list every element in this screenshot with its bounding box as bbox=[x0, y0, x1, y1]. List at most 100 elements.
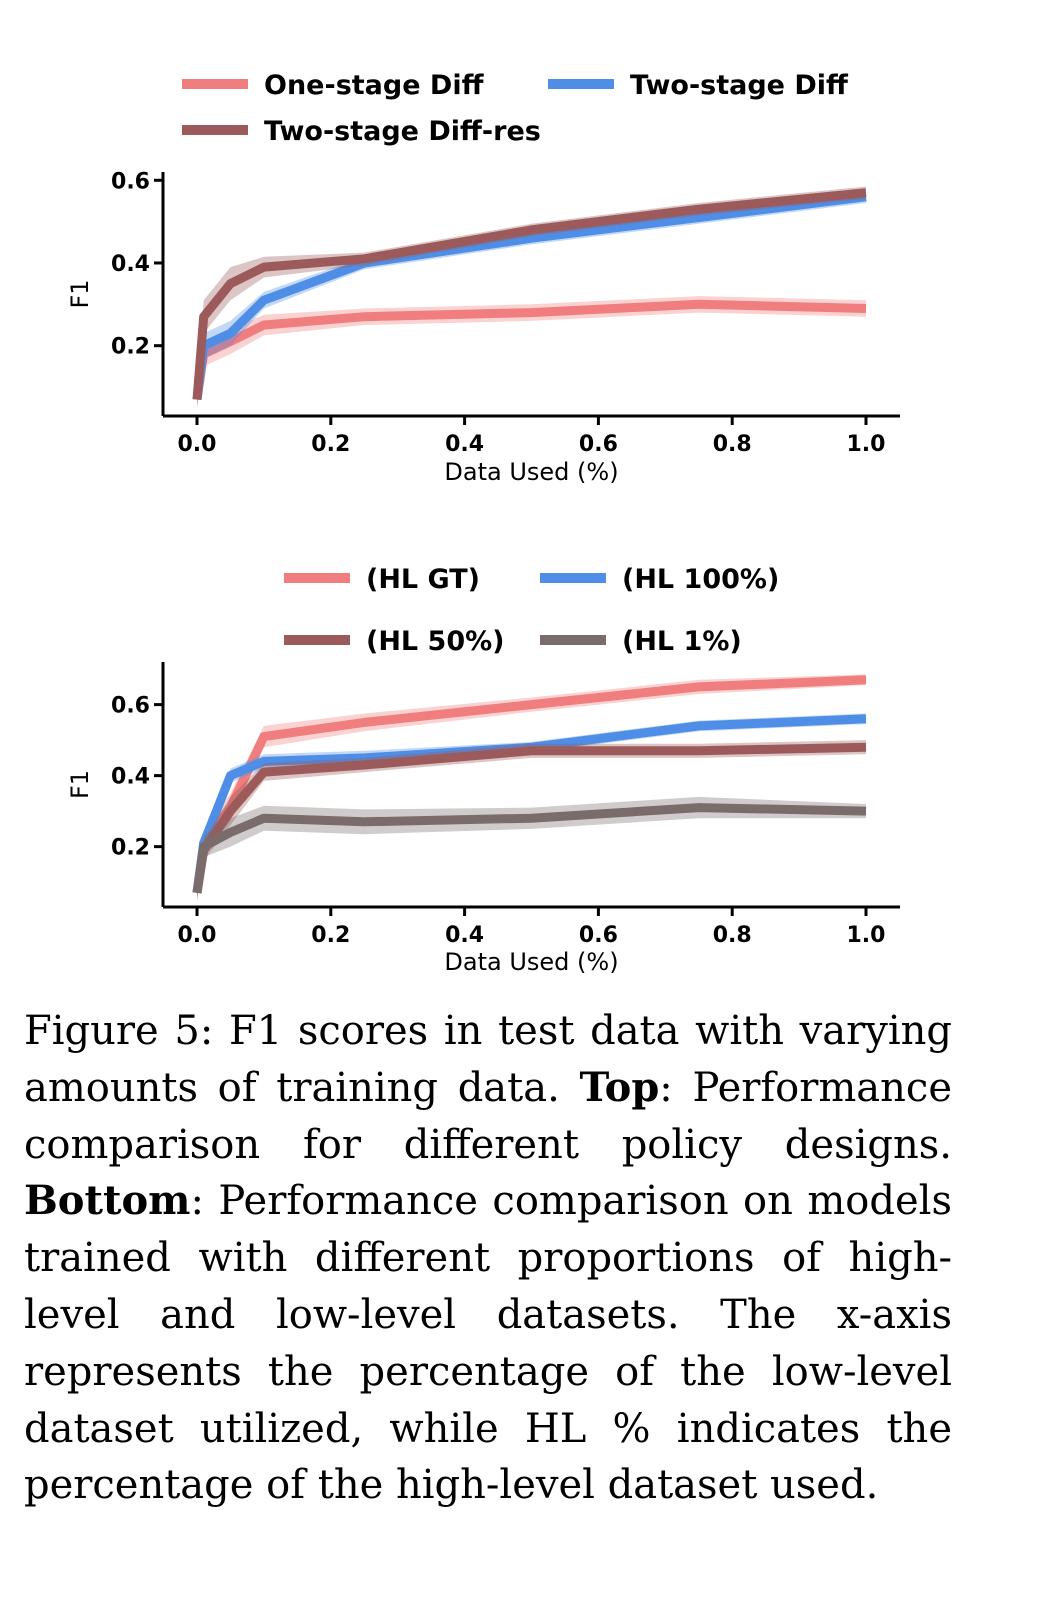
series-band bbox=[197, 296, 866, 408]
legend-item: (HL 1%) bbox=[540, 626, 742, 657]
y-axis-label: F1 bbox=[66, 770, 94, 799]
caption-text-1: F1 scores in test data with varying amou… bbox=[24, 1008, 952, 1111]
legend-label: (HL GT) bbox=[366, 564, 480, 595]
caption-text-2: : Performance comparison for different p… bbox=[24, 1064, 952, 1168]
data-point bbox=[865, 192, 867, 194]
series-line bbox=[192, 192, 867, 401]
series-two-stage-diff-res bbox=[192, 186, 867, 408]
data-point bbox=[865, 746, 867, 748]
legend-item: Two-stage Diff-res bbox=[182, 116, 541, 147]
y-tick-label: 0.2 bbox=[111, 335, 150, 360]
data-point bbox=[865, 810, 867, 812]
x-tick-label: 0.8 bbox=[713, 432, 752, 457]
data-point bbox=[531, 750, 533, 752]
x-axis-label: Data Used (%) bbox=[444, 948, 618, 976]
data-point bbox=[263, 817, 265, 819]
x-axis-label: Data Used (%) bbox=[444, 458, 618, 486]
data-point bbox=[865, 718, 867, 720]
figure-caption: Figure 5: F1 scores in test data with va… bbox=[24, 1003, 952, 1514]
data-point bbox=[263, 324, 265, 326]
data-point bbox=[203, 316, 205, 318]
series-hl-gt bbox=[192, 674, 867, 900]
y-tick-label: 0.2 bbox=[111, 836, 150, 861]
series-one-stage-diff bbox=[192, 296, 867, 408]
series-hl-1 bbox=[192, 796, 867, 900]
series-line bbox=[192, 188, 867, 400]
data-point bbox=[196, 892, 198, 894]
data-point bbox=[531, 237, 533, 239]
data-point bbox=[698, 208, 700, 210]
x-tick-label: 0.8 bbox=[713, 923, 752, 948]
data-point bbox=[698, 750, 700, 752]
legend-item: Two-stage Diff bbox=[548, 70, 849, 101]
caption-top-label: Top bbox=[579, 1063, 660, 1111]
legend-item: One-stage Diff bbox=[182, 70, 485, 101]
data-point bbox=[363, 258, 365, 260]
legend: (HL GT) (HL 100%) (HL 50%) (HL 1%) bbox=[284, 564, 779, 657]
y-axis-label: F1 bbox=[66, 279, 94, 308]
legend-label: Two-stage Diff bbox=[630, 70, 849, 101]
y-tick-label: 0.4 bbox=[111, 252, 150, 277]
series-hl-100 bbox=[192, 713, 867, 900]
x-tick-label: 0.0 bbox=[178, 432, 217, 457]
legend: One-stage Diff Two-stage Diff Two-stage Di… bbox=[182, 70, 849, 147]
series-line bbox=[192, 714, 867, 894]
data-point bbox=[363, 721, 365, 723]
data-point bbox=[698, 725, 700, 727]
data-point bbox=[363, 764, 365, 766]
legend-item: (HL 50%) bbox=[284, 626, 505, 657]
data-point bbox=[229, 775, 231, 777]
data-point bbox=[865, 679, 867, 681]
y-tick-label: 0.6 bbox=[111, 169, 150, 194]
data-point bbox=[531, 312, 533, 314]
y-tick-label: 0.6 bbox=[111, 694, 150, 719]
caption-text-3: : Performance comparison on models train… bbox=[24, 1178, 952, 1509]
legend-label: (HL 1%) bbox=[622, 626, 742, 657]
data-point bbox=[363, 316, 365, 318]
x-tick-label: 0.2 bbox=[311, 432, 350, 457]
caption-bottom-label: Bottom bbox=[24, 1177, 191, 1225]
data-point bbox=[698, 807, 700, 809]
data-point bbox=[865, 308, 867, 310]
data-point bbox=[263, 736, 265, 738]
data-point bbox=[698, 217, 700, 219]
caption-figure-label: Figure 5: bbox=[24, 1008, 214, 1054]
x-tick-label: 0.0 bbox=[178, 923, 217, 948]
x-tick-label: 0.6 bbox=[579, 923, 618, 948]
x-tick-label: 1.0 bbox=[847, 432, 886, 457]
data-point bbox=[196, 399, 198, 401]
data-point bbox=[531, 704, 533, 706]
data-point bbox=[531, 229, 533, 231]
x-tick-label: 0.4 bbox=[445, 923, 484, 948]
legend-item: (HL GT) bbox=[284, 564, 480, 595]
data-point bbox=[203, 846, 205, 848]
series-band bbox=[197, 674, 866, 900]
series-line bbox=[192, 299, 867, 401]
data-point bbox=[263, 266, 265, 268]
series-line bbox=[192, 803, 867, 894]
legend-item: (HL 100%) bbox=[540, 564, 779, 595]
series-line bbox=[192, 675, 867, 894]
data-point bbox=[263, 760, 265, 762]
x-tick-label: 0.2 bbox=[311, 923, 350, 948]
series-band bbox=[197, 186, 866, 408]
data-point bbox=[229, 332, 231, 334]
legend-label: (HL 50%) bbox=[366, 626, 505, 657]
x-tick-label: 0.4 bbox=[445, 432, 484, 457]
x-tick-label: 1.0 bbox=[847, 923, 886, 948]
data-point bbox=[698, 686, 700, 688]
data-point bbox=[698, 303, 700, 305]
x-tick-label: 0.6 bbox=[579, 432, 618, 457]
data-point bbox=[229, 283, 231, 285]
data-point bbox=[263, 771, 265, 773]
data-point bbox=[229, 810, 231, 812]
data-point bbox=[263, 299, 265, 301]
legend-label: Two-stage Diff-res bbox=[264, 116, 541, 147]
legend-label: One-stage Diff bbox=[264, 70, 485, 101]
data-point bbox=[531, 817, 533, 819]
y-tick-label: 0.4 bbox=[111, 765, 150, 790]
data-point bbox=[229, 831, 231, 833]
